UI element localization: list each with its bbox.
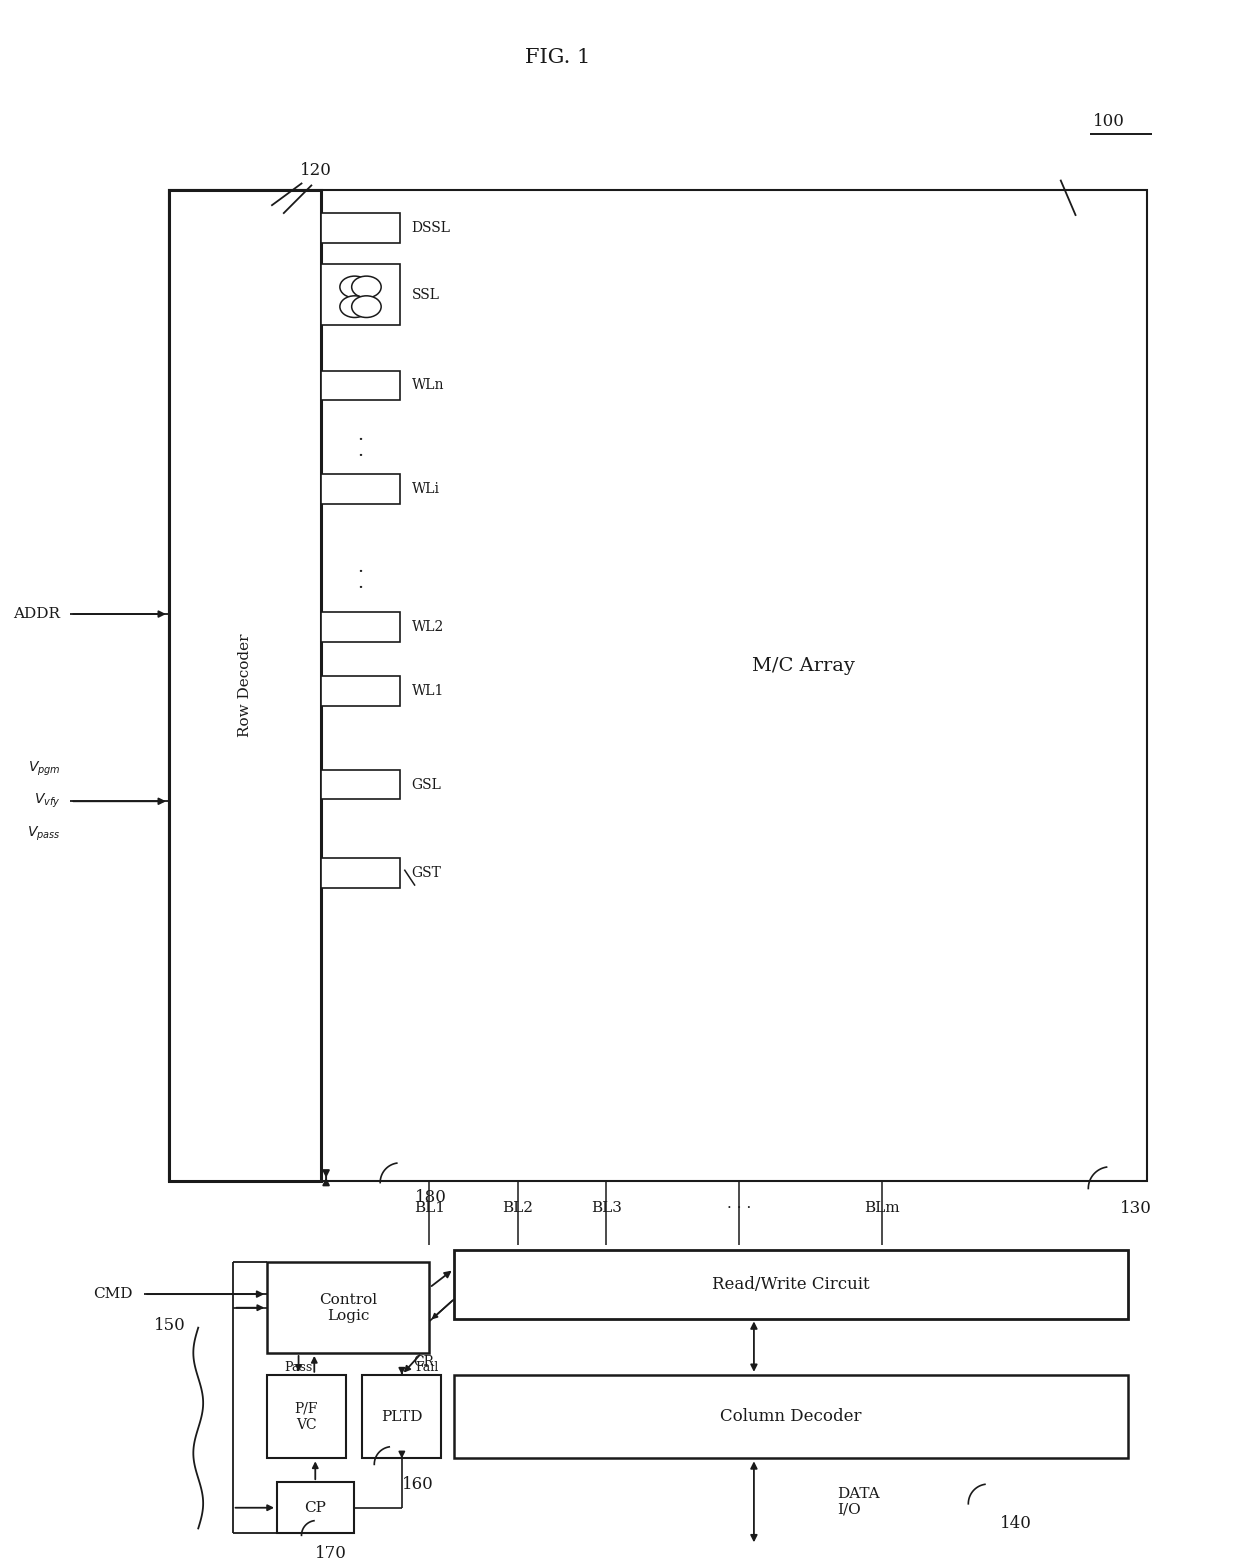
Text: SSL: SSL [412, 288, 440, 302]
Bar [321, 213, 399, 242]
Text: WLi: WLi [412, 482, 440, 496]
Bar [321, 769, 399, 799]
Text: BLm: BLm [864, 1201, 899, 1215]
Text: BL3: BL3 [591, 1201, 621, 1215]
Bar [169, 191, 321, 1181]
Text: 160: 160 [402, 1475, 434, 1492]
Bar [454, 1375, 1127, 1459]
Text: ·: · [357, 579, 363, 597]
Text: Read/Write Circuit: Read/Write Circuit [712, 1276, 869, 1292]
Bar [169, 191, 1147, 1181]
Text: ·: · [357, 563, 363, 580]
Bar [454, 1250, 1127, 1318]
Text: FIG. 1: FIG. 1 [525, 48, 590, 67]
Ellipse shape [352, 296, 381, 317]
Text: GSL: GSL [412, 777, 441, 791]
Text: CR: CR [414, 1354, 435, 1368]
Bar [321, 264, 399, 325]
Text: 140: 140 [999, 1516, 1032, 1533]
Text: $V_{vfy}$: $V_{vfy}$ [33, 791, 61, 810]
Ellipse shape [352, 277, 381, 297]
Text: WLn: WLn [412, 378, 444, 393]
Text: CP: CP [304, 1501, 326, 1514]
Text: WL2: WL2 [412, 619, 444, 633]
Text: ·: · [357, 430, 363, 449]
Bar [362, 1375, 441, 1459]
Text: WL1: WL1 [412, 683, 444, 698]
Bar [321, 859, 399, 888]
Text: 130: 130 [1120, 1200, 1152, 1217]
Text: Fail: Fail [415, 1361, 438, 1373]
Text: P/F
VC: P/F VC [295, 1401, 319, 1431]
Text: · · ·: · · · [727, 1201, 751, 1215]
Ellipse shape [340, 296, 370, 317]
Bar [321, 612, 399, 641]
Text: Control
Logic: Control Logic [319, 1292, 377, 1323]
Ellipse shape [340, 277, 370, 297]
Text: DSSL: DSSL [412, 221, 450, 235]
Text: 120: 120 [300, 163, 332, 180]
Text: Column Decoder: Column Decoder [720, 1408, 862, 1425]
Text: 150: 150 [154, 1317, 186, 1334]
Text: Row Decoder: Row Decoder [238, 633, 252, 737]
Text: BL1: BL1 [414, 1201, 445, 1215]
Text: M/C Array: M/C Array [751, 657, 854, 674]
Text: Pass: Pass [284, 1361, 312, 1373]
Text: 100: 100 [1094, 113, 1125, 130]
Text: PLTD: PLTD [381, 1409, 423, 1423]
Text: $V_{pass}$: $V_{pass}$ [27, 824, 61, 843]
Text: $V_{pgm}$: $V_{pgm}$ [27, 760, 61, 777]
Bar [267, 1262, 429, 1353]
Text: ADDR: ADDR [14, 607, 61, 621]
Bar [321, 371, 399, 400]
Bar [321, 676, 399, 705]
Text: 180: 180 [414, 1189, 446, 1206]
Text: GST: GST [412, 866, 441, 881]
Text: CMD: CMD [93, 1287, 133, 1301]
Bar [321, 474, 399, 504]
Text: 170: 170 [315, 1545, 347, 1561]
Text: DATA
I/O: DATA I/O [837, 1487, 880, 1517]
Bar [277, 1483, 353, 1533]
Text: BL2: BL2 [502, 1201, 533, 1215]
Bar [267, 1375, 346, 1459]
Text: ·: · [357, 447, 363, 466]
